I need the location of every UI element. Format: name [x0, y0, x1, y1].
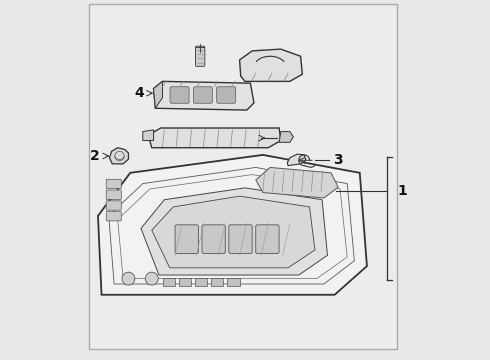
Polygon shape — [148, 128, 281, 148]
Bar — [195, 278, 207, 286]
FancyBboxPatch shape — [196, 46, 205, 66]
FancyBboxPatch shape — [175, 225, 198, 253]
Polygon shape — [153, 81, 163, 108]
Polygon shape — [141, 188, 327, 275]
Polygon shape — [240, 49, 302, 81]
FancyBboxPatch shape — [217, 87, 236, 103]
FancyBboxPatch shape — [106, 179, 122, 189]
Polygon shape — [109, 148, 128, 164]
Polygon shape — [98, 155, 367, 295]
Text: 2: 2 — [90, 149, 100, 163]
FancyBboxPatch shape — [106, 201, 122, 210]
Bar — [163, 278, 175, 286]
Bar — [89, 4, 397, 348]
Bar — [179, 278, 191, 286]
Polygon shape — [152, 196, 315, 268]
Polygon shape — [256, 167, 338, 198]
FancyBboxPatch shape — [202, 225, 225, 253]
Polygon shape — [287, 154, 306, 166]
FancyBboxPatch shape — [170, 87, 189, 103]
FancyBboxPatch shape — [194, 87, 212, 103]
FancyBboxPatch shape — [229, 225, 252, 253]
FancyBboxPatch shape — [256, 225, 279, 253]
Text: 5: 5 — [281, 131, 291, 145]
Polygon shape — [143, 130, 153, 140]
FancyBboxPatch shape — [106, 212, 122, 221]
Text: 1: 1 — [397, 184, 407, 198]
Polygon shape — [279, 132, 294, 142]
Bar — [211, 278, 223, 286]
FancyBboxPatch shape — [106, 190, 122, 199]
Text: 3: 3 — [333, 153, 343, 167]
Text: 4: 4 — [134, 86, 144, 100]
Polygon shape — [153, 81, 254, 110]
Bar — [227, 278, 240, 286]
Circle shape — [122, 272, 135, 285]
Circle shape — [146, 272, 158, 285]
